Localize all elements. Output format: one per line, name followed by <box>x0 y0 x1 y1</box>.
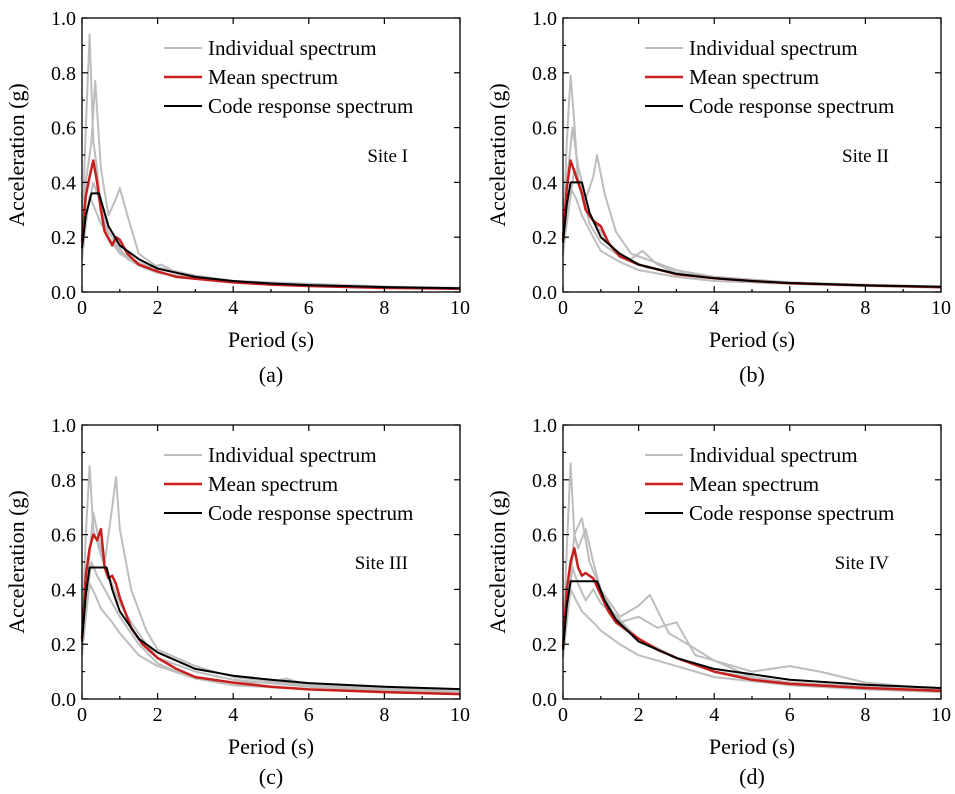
x-tick-label: 2 <box>153 297 163 319</box>
y-axis-title: Acceleration (g) <box>4 490 29 634</box>
y-tick-label: 0.0 <box>532 282 557 304</box>
individual-spectrum-line <box>81 80 461 289</box>
legend-label-mean-spectrum: Mean spectrum <box>208 472 338 496</box>
x-axis-title: Period (s) <box>709 327 795 352</box>
x-tick-label: 6 <box>304 704 314 726</box>
x-axis-title: Period (s) <box>709 734 795 759</box>
y-tick-label: 0.8 <box>532 470 557 492</box>
legend-label-individual-spectrum: Individual spectrum <box>689 36 858 60</box>
chart-panel-2: 0 2 4 6 8 10 0.0 0.2 0.4 0.6 0.8 1.0 Period (s) Accel… <box>485 8 951 387</box>
legend-label-code-spectrum: Code response spectrum <box>689 94 894 118</box>
y-tick-label: 0.6 <box>532 525 557 547</box>
individual-spectrum-line <box>562 462 942 692</box>
x-tick-label: 2 <box>153 704 163 726</box>
x-tick-label: 6 <box>785 297 795 319</box>
y-tick-label: 0.0 <box>532 689 557 711</box>
y-tick-label: 0.8 <box>51 63 76 85</box>
x-tick-label: 10 <box>450 704 470 726</box>
individual-spectrum-line <box>562 517 942 691</box>
site-label: Site II <box>842 146 889 167</box>
mean-spectrum-line <box>561 547 942 693</box>
legend-label-individual-spectrum: Individual spectrum <box>208 36 377 60</box>
y-tick-label: 0.2 <box>532 634 557 656</box>
x-tick-label: 10 <box>931 704 951 726</box>
individual-spectrum-line <box>81 561 461 692</box>
y-tick-label: 0.2 <box>51 634 76 656</box>
panel-caption: (d) <box>739 764 765 789</box>
x-tick-label: 4 <box>228 704 238 726</box>
x-tick-label: 0 <box>558 297 568 319</box>
x-tick-label: 4 <box>709 704 719 726</box>
individual-spectrum-line <box>562 588 942 694</box>
y-tick-label: 0.6 <box>51 118 76 140</box>
x-tick-label: 2 <box>634 297 644 319</box>
mean-spectrum-line <box>80 527 461 696</box>
y-axis-title: Acceleration (g) <box>485 490 510 634</box>
y-tick-label: 0.0 <box>51 689 76 711</box>
code-spectrum-line <box>562 181 942 288</box>
y-tick-label: 0.0 <box>51 282 76 304</box>
legend-label-mean-spectrum: Mean spectrum <box>689 472 819 496</box>
y-tick-label: 0.6 <box>532 118 557 140</box>
x-tick-label: 0 <box>77 297 87 319</box>
y-tick-label: 1.0 <box>532 8 557 30</box>
site-label: Site IV <box>835 553 890 574</box>
x-tick-label: 4 <box>228 297 238 319</box>
legend-label-code-spectrum: Code response spectrum <box>208 501 413 525</box>
y-tick-label: 0.4 <box>51 172 76 194</box>
legend-label-individual-spectrum: Individual spectrum <box>208 443 377 467</box>
x-tick-label: 8 <box>860 297 870 319</box>
x-axis-title: Period (s) <box>228 734 314 759</box>
y-tick-label: 0.2 <box>51 227 76 249</box>
individual-spectrum-line <box>562 566 942 692</box>
code-spectrum-line <box>81 566 461 691</box>
x-axis-title: Period (s) <box>228 327 314 352</box>
mean-spectrum-line <box>561 159 942 289</box>
chart-panel-4: 0 2 4 6 8 10 0.0 0.2 0.4 0.6 0.8 1.0 Period (s) Accel… <box>485 415 951 789</box>
site-label: Site III <box>355 553 408 574</box>
x-tick-label: 0 <box>77 704 87 726</box>
y-axis-title: Acceleration (g) <box>4 83 29 227</box>
panel-caption: (a) <box>259 362 283 387</box>
code-spectrum-line <box>562 580 942 689</box>
individual-spectrum-line <box>562 167 942 288</box>
y-axis-title: Acceleration (g) <box>485 83 510 227</box>
chart-panel-1: 0 2 4 6 8 10 0.0 0.2 0.4 0.6 0.8 1.0 Period (s) Accel… <box>4 8 470 387</box>
individual-spectrum-line <box>81 195 461 290</box>
y-tick-label: 1.0 <box>532 415 557 437</box>
y-tick-label: 0.6 <box>51 525 76 547</box>
legend-label-mean-spectrum: Mean spectrum <box>208 65 338 89</box>
panel-caption: (c) <box>259 764 283 789</box>
y-tick-label: 0.4 <box>532 172 557 194</box>
individual-spectrum-line <box>81 181 461 290</box>
x-tick-label: 0 <box>558 704 568 726</box>
x-tick-label: 8 <box>379 704 389 726</box>
chart-panel-3: 0 2 4 6 8 10 0.0 0.2 0.4 0.6 0.8 1.0 Period (s) Accel… <box>4 415 470 789</box>
mean-spectrum-line <box>80 159 461 290</box>
y-tick-label: 1.0 <box>51 8 76 30</box>
y-tick-label: 0.8 <box>532 63 557 85</box>
x-tick-label: 8 <box>379 297 389 319</box>
legend-label-individual-spectrum: Individual spectrum <box>689 443 858 467</box>
code-spectrum-line <box>81 192 461 290</box>
y-tick-label: 0.4 <box>51 579 76 601</box>
panel-caption: (b) <box>739 362 765 387</box>
y-tick-label: 0.4 <box>532 579 557 601</box>
y-tick-label: 1.0 <box>51 415 76 437</box>
x-tick-label: 2 <box>634 704 644 726</box>
x-tick-label: 6 <box>785 704 795 726</box>
legend-label-mean-spectrum: Mean spectrum <box>689 65 819 89</box>
legend-label-code-spectrum: Code response spectrum <box>689 501 894 525</box>
legend-label-code-spectrum: Code response spectrum <box>208 94 413 118</box>
x-tick-label: 8 <box>860 704 870 726</box>
x-tick-label: 6 <box>304 297 314 319</box>
site-label: Site I <box>367 146 408 167</box>
x-tick-label: 10 <box>931 297 951 319</box>
y-tick-label: 0.8 <box>51 470 76 492</box>
individual-spectrum-line <box>81 476 461 693</box>
x-tick-label: 10 <box>450 297 470 319</box>
x-tick-label: 4 <box>709 297 719 319</box>
y-tick-label: 0.2 <box>532 227 557 249</box>
